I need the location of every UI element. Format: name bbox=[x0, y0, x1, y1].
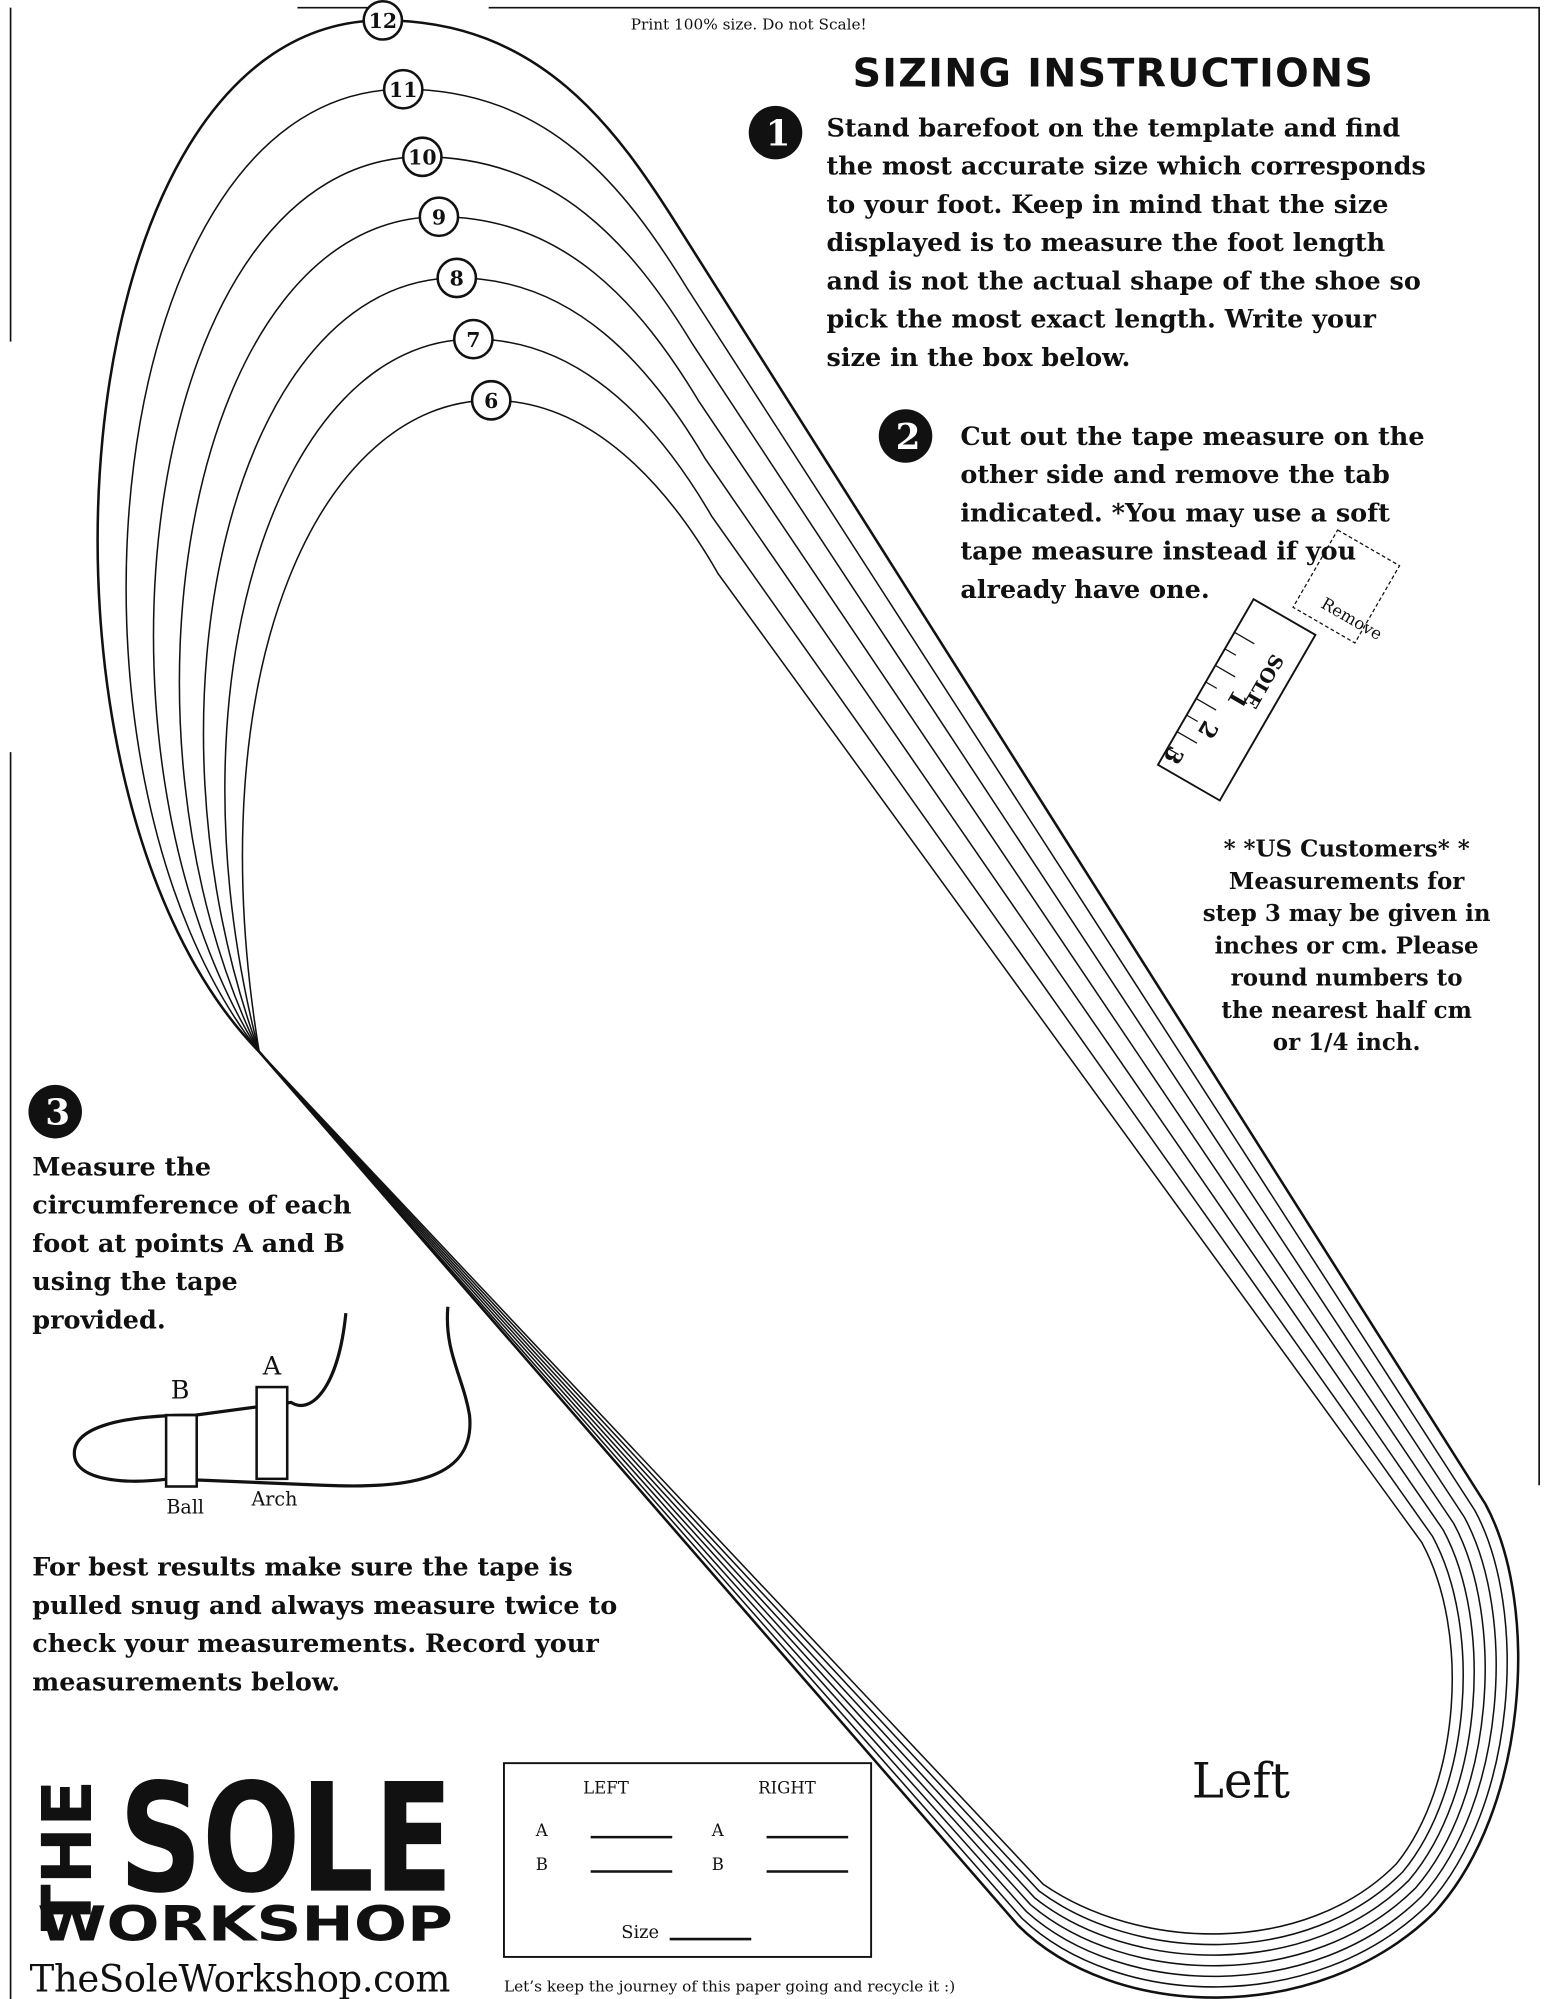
step-line: using the tape bbox=[32, 1267, 237, 1297]
logo-url: TheSoleWorkshop.com bbox=[30, 1957, 451, 1999]
sizing-sheet: 1211109876 Print 100% size. Do not Scale… bbox=[0, 0, 1551, 1999]
ball-label: Ball bbox=[166, 1495, 204, 1518]
us-note-line: round numbers to bbox=[1231, 965, 1463, 992]
step-line: foot at points A and B bbox=[32, 1229, 345, 1259]
step-line: displayed is to measure the foot length bbox=[826, 228, 1385, 258]
size-label: 12 bbox=[369, 9, 397, 33]
size-label: 9 bbox=[432, 205, 446, 229]
form-row-label: A bbox=[711, 1821, 725, 1840]
best-results-line: pulled snug and always measure twice to bbox=[32, 1591, 617, 1621]
form-right: RIGHT bbox=[758, 1779, 816, 1798]
side-label: Left bbox=[1192, 1754, 1291, 1810]
print-note: Print 100% size. Do not Scale! bbox=[631, 15, 867, 33]
form-row-label: B bbox=[536, 1855, 548, 1874]
form-row-label: A bbox=[535, 1821, 549, 1840]
step-line: to your foot. Keep in mind that the size bbox=[826, 190, 1388, 220]
point-b: B bbox=[171, 1376, 190, 1406]
step-line: pick the most exact length. Write your bbox=[826, 305, 1376, 335]
step-line: circumference of each bbox=[32, 1191, 351, 1221]
step-line: indicated. *You may use a soft bbox=[960, 498, 1390, 528]
step-number: 2 bbox=[896, 416, 921, 458]
footer: Let’s keep the journey of this paper goi… bbox=[504, 1977, 955, 1995]
us-note-line: Measurements for bbox=[1229, 868, 1465, 895]
step-line: Stand barefoot on the template and find bbox=[826, 113, 1400, 143]
logo-workshop: WORKSHOP bbox=[37, 1896, 453, 1952]
step-number: 3 bbox=[45, 1091, 70, 1133]
best-results-line: For best results make sure the tape is bbox=[32, 1553, 572, 1583]
us-note-line: inches or cm. Please bbox=[1215, 932, 1479, 959]
best-results-line: check your measurements. Record your bbox=[32, 1629, 599, 1659]
step-line: Cut out the tape measure on the bbox=[960, 422, 1424, 452]
step-line: tape measure instead if you bbox=[960, 537, 1356, 567]
size-label: 11 bbox=[389, 78, 417, 102]
us-note-line: * *US Customers* * bbox=[1224, 836, 1470, 863]
title: SIZING INSTRUCTIONS bbox=[853, 51, 1374, 97]
size-label: 8 bbox=[450, 267, 464, 291]
size-label: 6 bbox=[484, 389, 498, 413]
form-row-label: B bbox=[712, 1855, 724, 1874]
form-left: LEFT bbox=[583, 1779, 629, 1798]
step-line: provided. bbox=[32, 1305, 165, 1335]
arch-label: Arch bbox=[250, 1488, 297, 1511]
form-size: Size bbox=[621, 1922, 659, 1943]
best-results-line: measurements below. bbox=[32, 1667, 340, 1697]
us-note-line: step 3 may be given in bbox=[1203, 900, 1491, 927]
step-number: 1 bbox=[766, 112, 791, 154]
page: 1211109876 Print 100% size. Do not Scale… bbox=[0, 0, 1551, 1999]
us-note-line: the nearest half cm bbox=[1221, 997, 1472, 1024]
size-label: 10 bbox=[408, 145, 436, 169]
form-box bbox=[504, 1763, 871, 1957]
step-line: size in the box below. bbox=[826, 343, 1130, 373]
point-a: A bbox=[262, 1351, 282, 1381]
step-line: Measure the bbox=[32, 1152, 211, 1182]
step-line: and is not the actual shape of the shoe … bbox=[826, 266, 1420, 296]
us-note-line: or 1/4 inch. bbox=[1273, 1029, 1421, 1056]
step-line: the most accurate size which corresponds bbox=[826, 152, 1425, 182]
step-line: other side and remove the tab bbox=[960, 460, 1389, 490]
step-line: already have one. bbox=[960, 575, 1209, 605]
size-label: 7 bbox=[466, 328, 480, 352]
